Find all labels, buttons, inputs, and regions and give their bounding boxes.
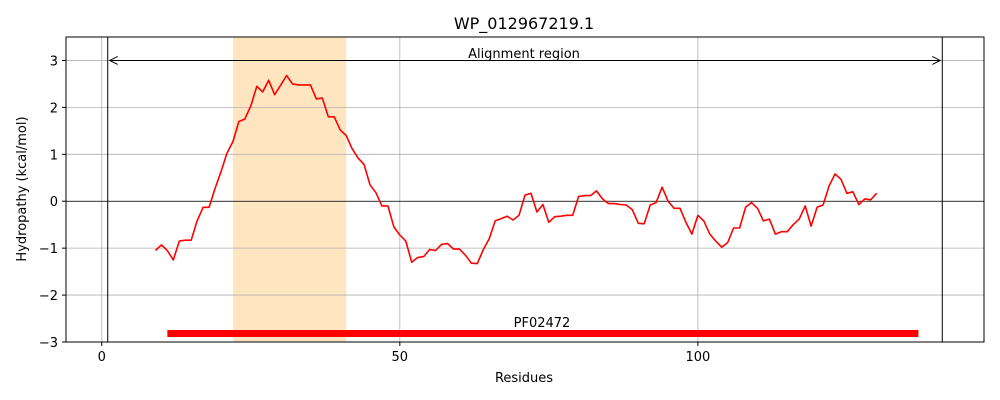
alignment-region-label: Alignment region: [468, 47, 580, 62]
y-tick-label: 2: [50, 101, 58, 116]
alignment-arrow-left-head: [108, 56, 118, 65]
y-tick-label: 0: [50, 195, 58, 210]
y-axis-label: Hydropathy (kcal/mol): [15, 116, 30, 261]
highlight-band: [232, 37, 347, 342]
x-tick-label: 100: [685, 350, 710, 365]
x-tick-label: 0: [98, 350, 106, 365]
domain-label: PF02472: [514, 316, 571, 331]
plot-area: 0 50 100 −3 −2 −1 0 1 2 3: [39, 36, 985, 365]
y-tick-label: 3: [50, 54, 58, 69]
x-tick-label: 50: [392, 350, 409, 365]
y-tick-label: −1: [39, 242, 58, 257]
plot-frame: [65, 36, 985, 343]
hydropathy-series-line: [154, 74, 878, 265]
y-tick-label: −3: [39, 336, 58, 351]
y-tick-label: −2: [39, 289, 58, 304]
y-tick-label: 1: [50, 148, 58, 163]
x-axis-label: Residues: [495, 371, 553, 386]
chart-title: WP_012967219.1: [454, 14, 594, 34]
alignment-arrow-right-head: [932, 56, 942, 65]
